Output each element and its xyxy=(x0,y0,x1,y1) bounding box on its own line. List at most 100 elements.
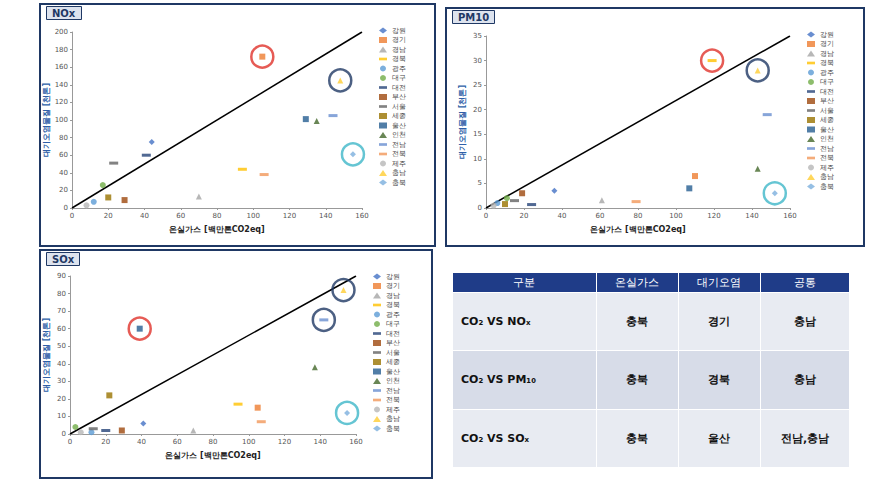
svg-text:80: 80 xyxy=(209,438,218,446)
svg-text:서울: 서울 xyxy=(386,349,400,357)
svg-text:80: 80 xyxy=(59,134,68,142)
svg-text:울산: 울산 xyxy=(820,126,834,134)
svg-text:140: 140 xyxy=(319,212,332,220)
svg-text:70: 70 xyxy=(57,307,66,315)
svg-text:60: 60 xyxy=(173,438,182,446)
svg-text:온실가스 [백만톤CO2eq]: 온실가스 [백만톤CO2eq] xyxy=(169,225,265,234)
svg-text:0: 0 xyxy=(64,204,68,212)
svg-text:160: 160 xyxy=(55,63,68,71)
svg-text:대전: 대전 xyxy=(392,84,406,92)
svg-text:경기: 경기 xyxy=(386,282,400,290)
svg-text:광주: 광주 xyxy=(386,311,400,319)
svg-text:전북: 전북 xyxy=(392,150,406,158)
svg-text:광주: 광주 xyxy=(392,65,406,73)
svg-text:15: 15 xyxy=(473,130,482,138)
svg-text:60: 60 xyxy=(57,325,66,333)
svg-text:20: 20 xyxy=(59,186,68,194)
svg-text:서울: 서울 xyxy=(392,103,406,111)
svg-text:160: 160 xyxy=(783,212,796,220)
svg-text:경북: 경북 xyxy=(392,55,406,63)
svg-text:140: 140 xyxy=(55,81,68,89)
svg-text:강원: 강원 xyxy=(392,27,406,35)
svg-text:30: 30 xyxy=(473,57,482,65)
svg-text:120: 120 xyxy=(55,98,68,106)
svg-text:경남: 경남 xyxy=(386,292,400,300)
svg-text:충북: 충북 xyxy=(392,179,406,187)
svg-text:PM10: PM10 xyxy=(458,12,489,23)
svg-text:40: 40 xyxy=(57,360,66,368)
svg-text:80: 80 xyxy=(57,290,66,298)
svg-text:0: 0 xyxy=(68,438,72,446)
svg-text:100: 100 xyxy=(242,438,255,446)
svg-text:충남: 충남 xyxy=(386,415,400,423)
svg-text:10: 10 xyxy=(473,155,482,163)
svg-text:대구: 대구 xyxy=(386,320,400,328)
svg-text:제주: 제주 xyxy=(820,164,834,172)
svg-text:전남: 전남 xyxy=(820,145,834,153)
svg-text:울산: 울산 xyxy=(392,122,406,130)
svg-text:강원: 강원 xyxy=(386,273,400,281)
svg-text:20: 20 xyxy=(520,212,529,220)
svg-text:20: 20 xyxy=(57,395,66,403)
svg-text:충북: 충북 xyxy=(386,425,400,433)
svg-text:SOx: SOx xyxy=(52,254,75,265)
svg-text:부산: 부산 xyxy=(820,97,834,105)
svg-text:120: 120 xyxy=(278,438,291,446)
svg-text:160: 160 xyxy=(349,438,362,446)
svg-text:광주: 광주 xyxy=(820,69,834,77)
svg-text:160: 160 xyxy=(355,212,368,220)
svg-text:60: 60 xyxy=(596,212,605,220)
svg-text:대구: 대구 xyxy=(820,78,834,86)
svg-text:140: 140 xyxy=(745,212,758,220)
svg-text:경기: 경기 xyxy=(820,40,834,48)
svg-text:180: 180 xyxy=(55,46,68,54)
svg-text:200: 200 xyxy=(55,28,68,36)
svg-text:100: 100 xyxy=(55,116,68,124)
svg-text:인천: 인천 xyxy=(392,131,406,139)
svg-text:제주: 제주 xyxy=(386,406,400,414)
svg-text:100: 100 xyxy=(669,212,682,220)
svg-text:40: 40 xyxy=(140,212,149,220)
svg-text:서울: 서울 xyxy=(820,107,834,115)
svg-text:전남: 전남 xyxy=(392,141,406,149)
svg-text:온실가스 [백만톤CO2eq]: 온실가스 [백만톤CO2eq] xyxy=(165,451,261,460)
svg-text:세종: 세종 xyxy=(386,358,400,366)
svg-text:120: 120 xyxy=(707,212,720,220)
svg-text:0: 0 xyxy=(478,204,482,212)
svg-text:대구: 대구 xyxy=(392,74,406,82)
svg-text:인천: 인천 xyxy=(820,135,834,143)
svg-text:온실가스 [백만톤CO2eq]: 온실가스 [백만톤CO2eq] xyxy=(590,225,686,234)
svg-text:20: 20 xyxy=(104,212,113,220)
svg-text:충북: 충북 xyxy=(820,183,834,191)
svg-text:60: 60 xyxy=(59,151,68,159)
svg-text:전남: 전남 xyxy=(386,387,400,395)
svg-text:30: 30 xyxy=(57,377,66,385)
svg-text:대기오염물질 [천톤]: 대기오염물질 [천톤] xyxy=(458,85,467,159)
svg-text:90: 90 xyxy=(57,272,66,280)
svg-text:140: 140 xyxy=(314,438,327,446)
svg-text:제주: 제주 xyxy=(392,160,406,168)
svg-text:100: 100 xyxy=(247,212,260,220)
svg-text:울산: 울산 xyxy=(386,368,400,376)
svg-text:경남: 경남 xyxy=(392,46,406,54)
svg-text:강원: 강원 xyxy=(820,31,834,39)
svg-text:NOx: NOx xyxy=(52,8,76,19)
svg-text:5: 5 xyxy=(478,179,482,187)
svg-text:대기오염물질 [천톤]: 대기오염물질 [천톤] xyxy=(42,318,51,392)
svg-text:40: 40 xyxy=(59,169,68,177)
svg-text:대전: 대전 xyxy=(820,88,834,96)
svg-text:20: 20 xyxy=(473,106,482,114)
svg-text:25: 25 xyxy=(473,81,482,89)
svg-text:40: 40 xyxy=(137,438,146,446)
svg-text:부산: 부산 xyxy=(386,339,400,347)
svg-text:20: 20 xyxy=(101,438,110,446)
svg-text:0: 0 xyxy=(62,430,66,438)
svg-text:인천: 인천 xyxy=(386,377,400,385)
svg-text:대전: 대전 xyxy=(386,330,400,338)
svg-text:경남: 경남 xyxy=(820,50,834,58)
svg-text:충남: 충남 xyxy=(392,169,406,177)
svg-text:경기: 경기 xyxy=(392,36,406,44)
svg-text:35: 35 xyxy=(473,32,482,40)
svg-text:전북: 전북 xyxy=(820,154,834,162)
svg-text:10: 10 xyxy=(57,412,66,420)
